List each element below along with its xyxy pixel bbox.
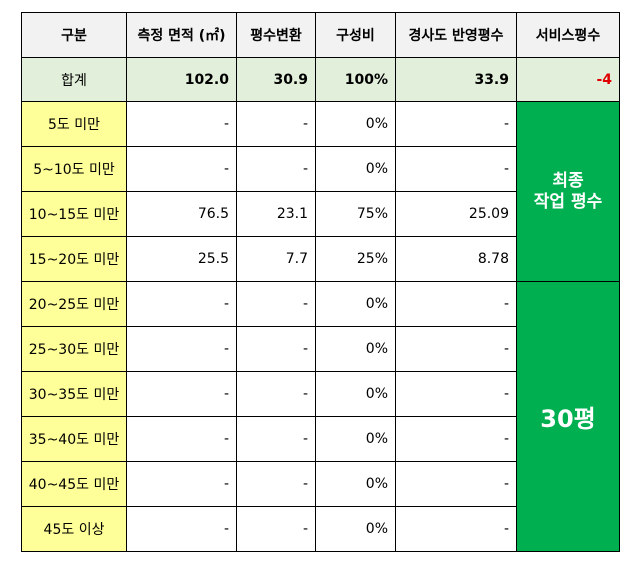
row-slope-pyeong[interactable]: 8.78 bbox=[395, 236, 517, 282]
total-ratio[interactable]: 100% bbox=[315, 57, 396, 102]
total-area[interactable]: 102.0 bbox=[126, 57, 237, 102]
header-slope-pyeong[interactable]: 경사도 반영평수 bbox=[395, 12, 517, 58]
final-label-line2: 작업 평수 bbox=[533, 191, 603, 212]
row-ratio[interactable]: 0% bbox=[315, 101, 396, 147]
row-ratio[interactable]: 0% bbox=[315, 461, 396, 507]
row-slope-pyeong[interactable]: - bbox=[395, 416, 517, 462]
total-label[interactable]: 합계 bbox=[21, 57, 127, 102]
row-slope-pyeong[interactable]: - bbox=[395, 371, 517, 417]
row-pyeong[interactable]: - bbox=[236, 416, 316, 462]
row-slope-pyeong[interactable]: - bbox=[395, 146, 517, 192]
row-category[interactable]: 40~45도 미만 bbox=[21, 461, 127, 507]
row-category[interactable]: 5~10도 미만 bbox=[21, 146, 127, 192]
row-area[interactable]: - bbox=[126, 281, 237, 327]
row-pyeong[interactable]: - bbox=[236, 101, 316, 147]
row-area[interactable]: - bbox=[126, 506, 237, 552]
row-category[interactable]: 5도 미만 bbox=[21, 101, 127, 147]
row-category[interactable]: 20~25도 미만 bbox=[21, 281, 127, 327]
row-pyeong[interactable]: - bbox=[236, 146, 316, 192]
row-ratio[interactable]: 75% bbox=[315, 191, 396, 237]
final-label-line1: 최종 bbox=[552, 170, 584, 191]
row-category[interactable]: 45도 이상 bbox=[21, 506, 127, 552]
row-pyeong[interactable]: 23.1 bbox=[236, 191, 316, 237]
row-ratio[interactable]: 0% bbox=[315, 371, 396, 417]
row-slope-pyeong[interactable]: 25.09 bbox=[395, 191, 517, 237]
row-category[interactable]: 10~15도 미만 bbox=[21, 191, 127, 237]
total-slope-pyeong[interactable]: 33.9 bbox=[395, 57, 517, 102]
table-row: 40~45도 미만 - - 0% - bbox=[21, 461, 620, 507]
header-category[interactable]: 구분 bbox=[21, 12, 127, 58]
header-row: 구분 측정 면적 (㎡) 평수변환 구성비 경사도 반영평수 서비스평수 bbox=[21, 12, 620, 58]
row-slope-pyeong[interactable]: - bbox=[395, 326, 517, 372]
row-ratio[interactable]: 0% bbox=[315, 506, 396, 552]
row-area[interactable]: - bbox=[126, 101, 237, 147]
row-area[interactable]: - bbox=[126, 461, 237, 507]
total-row: 합계 102.0 30.9 100% 33.9 -4 bbox=[21, 57, 620, 102]
row-ratio[interactable]: 0% bbox=[315, 146, 396, 192]
total-service-pyeong[interactable]: -4 bbox=[516, 57, 620, 102]
row-slope-pyeong[interactable]: - bbox=[395, 506, 517, 552]
total-pyeong[interactable]: 30.9 bbox=[236, 57, 316, 102]
table-row: 35~40도 미만 - - 0% - bbox=[21, 416, 620, 462]
header-ratio[interactable]: 구성비 bbox=[315, 12, 396, 58]
row-ratio[interactable]: 0% bbox=[315, 281, 396, 327]
slope-area-table: 구분 측정 면적 (㎡) 평수변환 구성비 경사도 반영평수 서비스평수 합계 … bbox=[21, 12, 620, 552]
row-pyeong[interactable]: - bbox=[236, 371, 316, 417]
row-pyeong[interactable]: - bbox=[236, 326, 316, 372]
row-area[interactable]: - bbox=[126, 416, 237, 462]
row-ratio[interactable]: 25% bbox=[315, 236, 396, 282]
row-area[interactable]: - bbox=[126, 326, 237, 372]
final-pyeong-value[interactable]: 30평 bbox=[516, 281, 620, 552]
row-slope-pyeong[interactable]: - bbox=[395, 101, 517, 147]
table-row: 25~30도 미만 - - 0% - bbox=[21, 326, 620, 372]
table-row: 45도 이상 - - 0% - bbox=[21, 506, 620, 552]
table-row: 20~25도 미만 - - 0% - 30평 bbox=[21, 281, 620, 552]
row-category[interactable]: 25~30도 미만 bbox=[21, 326, 127, 372]
header-pyeong-conversion[interactable]: 평수변환 bbox=[236, 12, 316, 58]
row-ratio[interactable]: 0% bbox=[315, 326, 396, 372]
row-pyeong[interactable]: - bbox=[236, 506, 316, 552]
row-area[interactable]: 25.5 bbox=[126, 236, 237, 282]
row-category[interactable]: 35~40도 미만 bbox=[21, 416, 127, 462]
final-work-pyeong-label[interactable]: 최종 작업 평수 bbox=[516, 101, 620, 282]
row-pyeong[interactable]: 7.7 bbox=[236, 236, 316, 282]
header-measured-area[interactable]: 측정 면적 (㎡) bbox=[126, 12, 237, 58]
row-ratio[interactable]: 0% bbox=[315, 416, 396, 462]
row-slope-pyeong[interactable]: - bbox=[395, 281, 517, 327]
row-area[interactable]: - bbox=[126, 146, 237, 192]
row-pyeong[interactable]: - bbox=[236, 281, 316, 327]
row-area[interactable]: 76.5 bbox=[126, 191, 237, 237]
row-pyeong[interactable]: - bbox=[236, 461, 316, 507]
table-row: 5~10도 미만 - - 0% - bbox=[21, 146, 620, 192]
table-row: 15~20도 미만 25.5 7.7 25% 8.78 bbox=[21, 236, 620, 282]
row-category[interactable]: 15~20도 미만 bbox=[21, 236, 127, 282]
row-slope-pyeong[interactable]: - bbox=[395, 461, 517, 507]
row-category[interactable]: 30~35도 미만 bbox=[21, 371, 127, 417]
table-row: 5도 미만 - - 0% - 최종 작업 평수 bbox=[21, 101, 620, 282]
header-service-pyeong[interactable]: 서비스평수 bbox=[516, 12, 620, 58]
row-area[interactable]: - bbox=[126, 371, 237, 417]
